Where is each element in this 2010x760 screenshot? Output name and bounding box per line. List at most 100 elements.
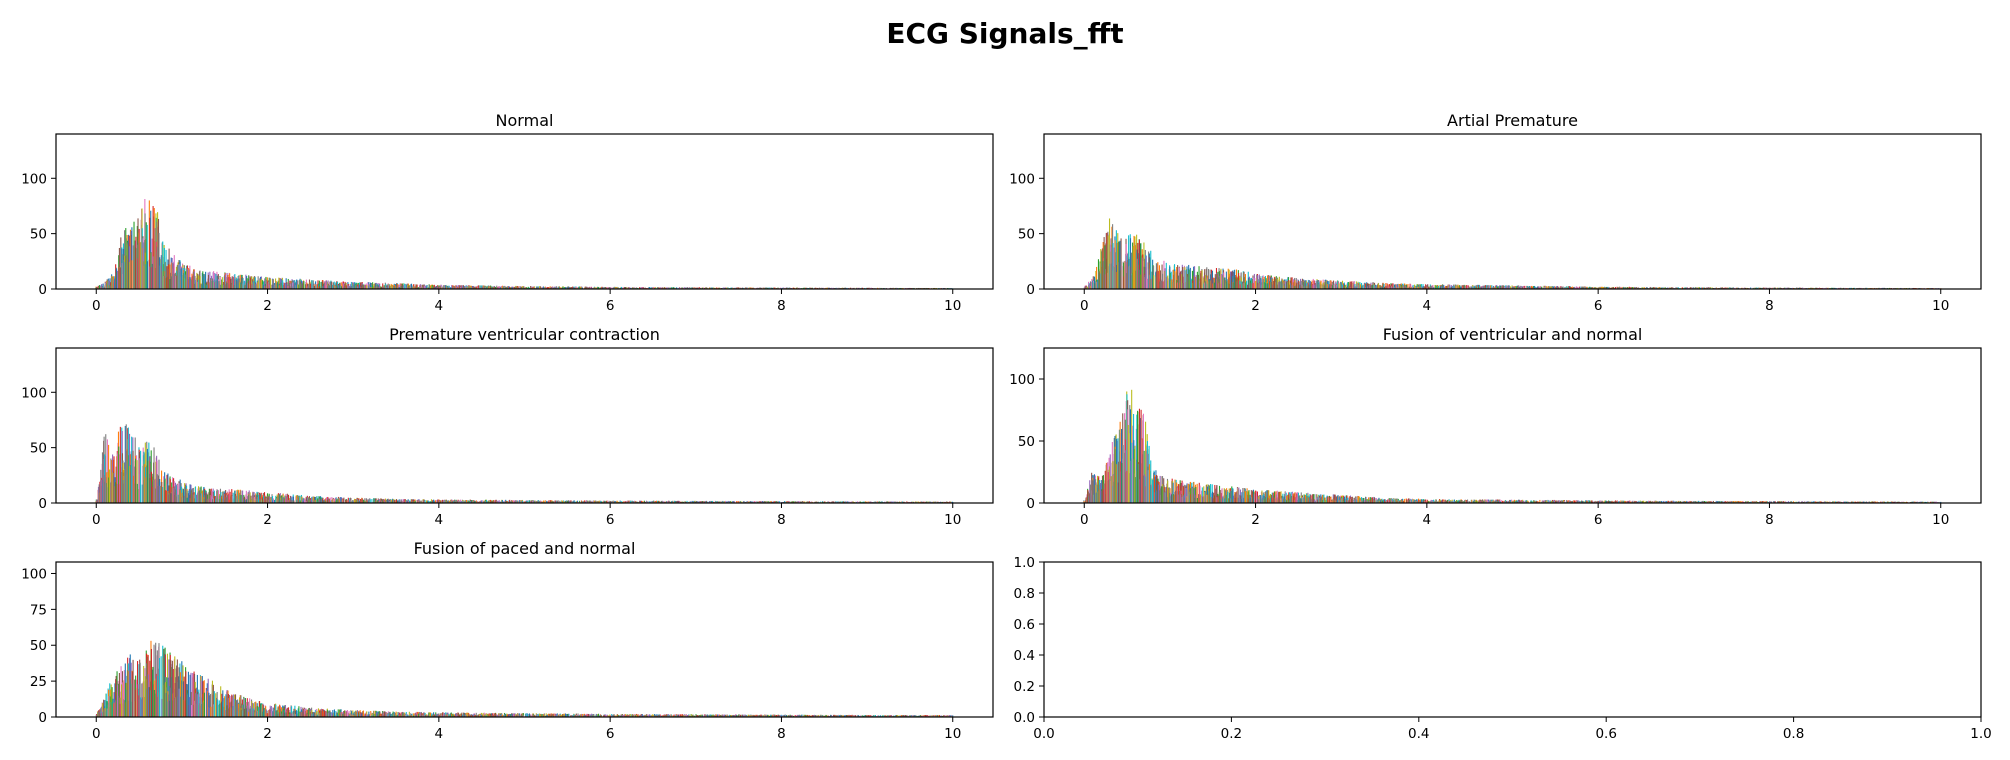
spectrum-bar	[261, 278, 263, 289]
spectrum-bar	[1461, 285, 1463, 289]
spectrum-bar	[356, 286, 359, 289]
spectrum-bar	[311, 280, 313, 289]
spectrum-bar	[326, 281, 328, 289]
spectrum-bar	[1484, 285, 1486, 289]
spectrum-bar	[1166, 276, 1168, 289]
spectrum-bar	[165, 249, 167, 289]
spectrum-bar	[1354, 286, 1356, 289]
spectrum-bar	[1153, 275, 1155, 289]
spectrum-bar	[1394, 284, 1397, 289]
spectrum-bar	[693, 287, 695, 289]
spectrum-bar	[1263, 282, 1266, 289]
spectrum-bar	[1350, 281, 1352, 289]
spectrum-bar	[1397, 283, 1399, 289]
spectrum-bar	[209, 271, 211, 289]
spectrum-bar	[1620, 286, 1622, 289]
spectrum-bar	[1295, 278, 1297, 289]
spectrum-bar	[1438, 285, 1440, 289]
spectrum-bar	[591, 287, 593, 289]
spectrum-bar	[1090, 285, 1092, 289]
spectrum-bar	[1776, 287, 1778, 289]
spectrum-bar	[1134, 236, 1136, 289]
spectrum-bar	[103, 287, 105, 289]
spectrum-bar	[1466, 285, 1468, 289]
spectrum-bar	[133, 475, 135, 503]
spectrum-bar	[1654, 287, 1656, 289]
spectrum-bar	[770, 287, 772, 289]
spectrum-bar	[1197, 274, 1199, 289]
spectrum-bar	[133, 221, 135, 289]
spectrum-bar	[401, 283, 403, 289]
spectrum-bar	[502, 285, 504, 289]
spectrum-bar	[1274, 277, 1276, 289]
spectrum-bar	[476, 286, 478, 289]
spectrum-bar	[278, 277, 280, 289]
spectrum-bar	[783, 287, 785, 289]
spectrum-bar	[1343, 283, 1345, 289]
spectrum-bar	[1410, 286, 1412, 289]
spectrum-bar	[1698, 287, 1700, 289]
spectrum-bar	[1541, 286, 1543, 289]
spectrum-bar	[642, 287, 645, 289]
spectrum-bar	[177, 494, 179, 503]
spectrum-bar	[1114, 240, 1116, 289]
spectrum-bar	[1098, 271, 1100, 289]
spectrum-bar	[1598, 286, 1600, 289]
spectrum-bar	[430, 285, 432, 289]
y-tick-label: 100	[21, 171, 47, 187]
spectrum-bar	[106, 439, 108, 503]
spectrum-bar	[239, 274, 241, 289]
spectrum-bar	[382, 283, 384, 289]
spectrum-bar	[1361, 282, 1363, 289]
spectrum-bar	[1198, 266, 1200, 289]
spectrum-bar	[318, 280, 320, 289]
spectrum-bar	[173, 486, 176, 503]
spectrum-bar	[844, 287, 846, 289]
spectrum-bar	[1182, 283, 1184, 289]
spectrum-bar	[1321, 284, 1323, 289]
spectrum-bar	[143, 464, 145, 503]
spectrum-bar	[1594, 287, 1596, 289]
spectrum-bars	[1083, 218, 1942, 290]
y-tick-label: 0	[1026, 282, 1035, 298]
spectrum-bar	[186, 488, 188, 503]
spectrum-bar	[815, 287, 817, 289]
spectrum-bar	[594, 287, 596, 289]
spectrum-bar	[563, 287, 565, 289]
spectrum-bar	[431, 285, 433, 289]
spectrum-bar	[1589, 286, 1591, 289]
spectrum-bar	[464, 286, 466, 289]
spectrum-bar	[548, 287, 550, 289]
spectrum-bar	[1508, 285, 1510, 289]
spectrum-bar	[570, 287, 572, 289]
spectrum-bar	[257, 280, 259, 289]
spectrum-bar	[462, 285, 465, 289]
spectrum-bar	[1477, 284, 1479, 289]
spectrum-bar	[1486, 285, 1488, 289]
spectrum-bar	[1225, 271, 1227, 289]
x-tick-label: 4	[435, 298, 444, 314]
spectrum-bar	[1108, 218, 1111, 289]
spectrum-bar	[1671, 287, 1673, 289]
spectrum-bar	[150, 267, 152, 289]
spectrum-bar	[249, 277, 251, 289]
spectrum-bar	[857, 287, 859, 289]
spectrum-bar	[622, 287, 624, 289]
x-tick-label: 6	[1594, 298, 1603, 314]
spectrum-bar	[726, 287, 728, 289]
spectrum-bar	[1535, 287, 1537, 289]
spectrum-bar	[768, 287, 770, 289]
spectrum-bar	[245, 274, 247, 289]
spectrum-bar	[1399, 284, 1401, 289]
spectrum-bar	[1269, 275, 1271, 289]
spectrum-bar	[1404, 285, 1406, 289]
spectrum-bar	[146, 261, 148, 289]
spectrum-bar	[116, 270, 119, 289]
spectrum-bar	[1194, 266, 1196, 289]
figure-title: ECG Signals_fft	[886, 17, 1123, 50]
spectrum-bar	[167, 473, 169, 503]
spectrum-bar	[275, 281, 277, 289]
spectrum-bar	[1383, 283, 1385, 289]
spectrum-bar	[1507, 285, 1510, 289]
spectrum-bar	[1294, 286, 1296, 289]
